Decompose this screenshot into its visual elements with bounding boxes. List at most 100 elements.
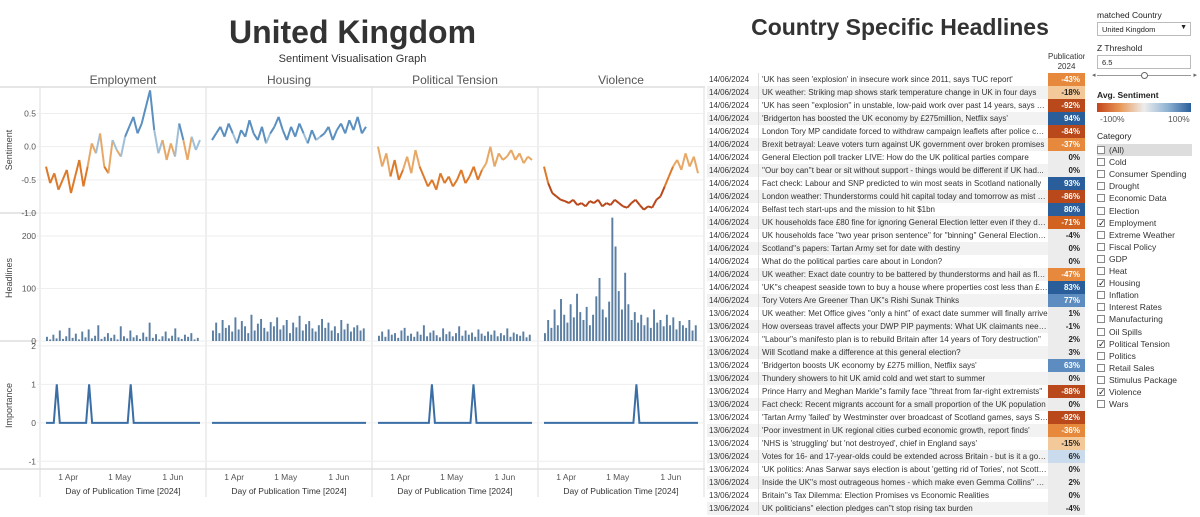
category-checkbox[interactable] (1097, 182, 1105, 191)
category-heat[interactable]: Heat (1097, 265, 1192, 277)
category-fiscal-policy[interactable]: Fiscal Policy (1097, 241, 1192, 253)
row-headline[interactable]: Scotland''s papers: Tartan Army set for … (762, 244, 961, 253)
category-manufacturing[interactable]: Manufacturing (1097, 313, 1192, 325)
row-headline[interactable]: Tory Voters Are Greener Than UK''s Rishi… (762, 296, 960, 305)
category-economic-data[interactable]: Economic Data (1097, 192, 1192, 204)
category-checkbox[interactable] (1097, 146, 1105, 154)
table-row[interactable]: 14/06/2024 What do the political parties … (707, 255, 1085, 268)
category-checkbox[interactable] (1097, 230, 1105, 239)
row-headline[interactable]: UK weather: Met Office gives ''only a hi… (762, 309, 1048, 318)
sentiment-chart-grid[interactable]: Employment Housing Political Tension Violen… (0, 70, 705, 510)
table-row[interactable]: 14/06/2024 'UK has seen 'explosion' in in… (707, 73, 1085, 86)
category-oil-spills[interactable]: Oil Spills (1097, 326, 1192, 338)
category-checkbox[interactable] (1097, 303, 1105, 312)
row-headline[interactable]: Prince Harry and Meghan Markle''s family… (762, 387, 1043, 396)
category-checkbox[interactable] (1097, 194, 1105, 203)
table-row[interactable]: 13/06/2024 UK weather: Met Office gives '… (707, 307, 1085, 320)
row-headline[interactable]: Inside the UK''s most outrageous homes -… (762, 478, 1048, 487)
row-headline[interactable]: 'Poor investment in UK regional cities c… (762, 426, 1030, 435)
table-row[interactable]: 14/06/2024 Belfast tech start-ups and the… (707, 203, 1085, 216)
table-row[interactable]: 14/06/2024 'UK''s cheapest seaside town t… (707, 281, 1085, 294)
row-headline[interactable]: London weather: Thunderstorms could hit … (762, 192, 1048, 201)
row-headline[interactable]: How overseas travel affects your DWP PIP… (762, 322, 1048, 331)
category-checkbox[interactable] (1097, 400, 1105, 409)
category-checkbox[interactable] (1097, 375, 1105, 384)
row-headline[interactable]: General Election poll tracker LIVE: How … (762, 153, 1029, 162)
category-employment[interactable]: Employment (1097, 217, 1192, 229)
category-checkbox[interactable] (1097, 315, 1105, 324)
row-headline[interactable]: ''Labour''s manifesto plan is to rebuild… (762, 335, 1041, 344)
category-checkbox[interactable] (1097, 351, 1105, 360)
row-headline[interactable]: What do the political parties care about… (762, 257, 943, 266)
row-headline[interactable]: Votes for 16- and 17-year-olds could be … (762, 452, 1048, 461)
category-cold[interactable]: Cold (1097, 156, 1192, 168)
table-row[interactable]: 14/06/2024 ''Our boy can''t bear or sit w… (707, 164, 1085, 177)
row-headline[interactable]: Fact check: Labour and SNP predicted to … (762, 179, 1042, 188)
table-row[interactable]: 14/06/2024 Fact check: Labour and SNP pre… (707, 177, 1085, 190)
category-checkbox[interactable] (1097, 170, 1105, 179)
country-select[interactable]: United Kingdom ▼ (1097, 22, 1191, 36)
table-row[interactable]: 13/06/2024 Inside the UK''s most outrageo… (707, 476, 1085, 489)
table-row[interactable]: 14/06/2024 'Bridgerton has boosted the UK… (707, 112, 1085, 125)
z-threshold-input[interactable]: 6.5 (1097, 55, 1191, 69)
table-row[interactable]: 14/06/2024 UK households face ''two year … (707, 229, 1085, 242)
category-consumer-spending[interactable]: Consumer Spending (1097, 168, 1192, 180)
row-headline[interactable]: UK weather: Exact date country to be bat… (762, 270, 1048, 279)
table-row[interactable]: 14/06/2024 UK weather: Exact date country… (707, 268, 1085, 281)
table-row[interactable]: 13/06/2024 Fact check: Recent migrants ac… (707, 398, 1085, 411)
category-checkbox[interactable] (1097, 242, 1105, 251)
z-threshold-slider[interactable]: ◂ ▸ (1092, 72, 1197, 79)
table-row[interactable]: 14/06/2024 Tory Voters Are Greener Than U… (707, 294, 1085, 307)
table-row[interactable]: 13/06/2024 Will Scotland make a differenc… (707, 346, 1085, 359)
table-row[interactable]: 13/06/2024 ''Labour''s manifesto plan is … (707, 333, 1085, 346)
row-headline[interactable]: Belfast tech start-ups and the mission t… (762, 205, 935, 214)
category-checkbox[interactable] (1097, 254, 1105, 263)
category-checkbox[interactable] (1097, 217, 1106, 229)
row-headline[interactable]: Brexit betrayal: Leave voters turn again… (762, 140, 1045, 149)
category-election[interactable]: Election (1097, 205, 1192, 217)
category-inflation[interactable]: Inflation (1097, 289, 1192, 301)
category-wars[interactable]: Wars (1097, 398, 1192, 410)
table-row[interactable]: 13/06/2024 'UK politics: Anas Sarwar says… (707, 463, 1085, 476)
category-checkbox[interactable] (1097, 158, 1105, 167)
row-headline[interactable]: Fact check: Recent migrants account for … (762, 400, 1046, 409)
table-row[interactable]: 14/06/2024 London Tory MP candidate force… (707, 125, 1085, 138)
table-row[interactable]: 13/06/2024 Votes for 16- and 17-year-olds… (707, 450, 1085, 463)
row-headline[interactable]: 'Tartan Army 'failed' by Westminster ove… (762, 413, 1048, 422)
category-checkbox[interactable] (1097, 386, 1106, 398)
category-drought[interactable]: Drought (1097, 180, 1192, 192)
row-headline[interactable]: 'Bridgerton has boosted the UK economy b… (762, 114, 1008, 123)
row-headline[interactable]: Thundery showers to hit UK amid cold and… (762, 374, 986, 383)
slider-handle[interactable] (1141, 72, 1148, 79)
table-row[interactable]: 14/06/2024 Scotland''s papers: Tartan Arm… (707, 242, 1085, 255)
row-headline[interactable]: 'UK has seen 'explosion' in insecure wor… (762, 75, 1013, 84)
table-row[interactable]: 13/06/2024 How overseas travel affects yo… (707, 320, 1085, 333)
row-headline[interactable]: UK households face £80 fine for ignoring… (762, 218, 1048, 227)
category-extreme-weather[interactable]: Extreme Weather (1097, 229, 1192, 241)
category-checkbox[interactable] (1097, 327, 1105, 336)
table-row[interactable]: 13/06/2024 Britain''s Tax Dilemma: Electi… (707, 489, 1085, 502)
table-row[interactable]: 13/06/2024 Prince Harry and Meghan Markle… (707, 385, 1085, 398)
table-row[interactable]: 13/06/2024 UK politicians'' election pled… (707, 502, 1085, 515)
category-interest-rates[interactable]: Interest Rates (1097, 301, 1192, 313)
category-housing[interactable]: Housing (1097, 277, 1192, 289)
table-row[interactable]: 14/06/2024 UK households face £80 fine fo… (707, 216, 1085, 229)
row-headline[interactable]: Will Scotland make a difference at this … (762, 348, 961, 357)
row-headline[interactable]: UK households face ''two year prison sen… (762, 231, 1048, 240)
row-headline[interactable]: 'UK''s cheapest seaside town to buy a ho… (762, 283, 1048, 292)
category-checkbox[interactable] (1097, 338, 1106, 350)
table-row[interactable]: 13/06/2024 'NHS is 'struggling' but 'not … (707, 437, 1085, 450)
table-row[interactable]: 13/06/2024 Thundery showers to hit UK ami… (707, 372, 1085, 385)
category-retail-sales[interactable]: Retail Sales (1097, 362, 1192, 374)
row-headline[interactable]: 'Bridgerton boosts UK economy by £275 mi… (762, 361, 977, 370)
table-row[interactable]: 14/06/2024 UK weather: Striking map shows… (707, 86, 1085, 99)
category-political-tension[interactable]: Political Tension (1097, 338, 1192, 350)
table-row[interactable]: 14/06/2024 'UK has seen ''explosion'' in … (707, 99, 1085, 112)
row-headline[interactable]: ''Our boy can''t bear or sit without sup… (762, 166, 1044, 175)
table-column-header[interactable]: Publication... (1048, 52, 1085, 61)
category-checkbox[interactable] (1097, 277, 1106, 289)
table-row[interactable]: 13/06/2024 'Bridgerton boosts UK economy … (707, 359, 1085, 372)
category-checkbox[interactable] (1097, 291, 1105, 300)
category-violence[interactable]: Violence (1097, 386, 1192, 398)
category-checkbox[interactable] (1097, 363, 1105, 372)
